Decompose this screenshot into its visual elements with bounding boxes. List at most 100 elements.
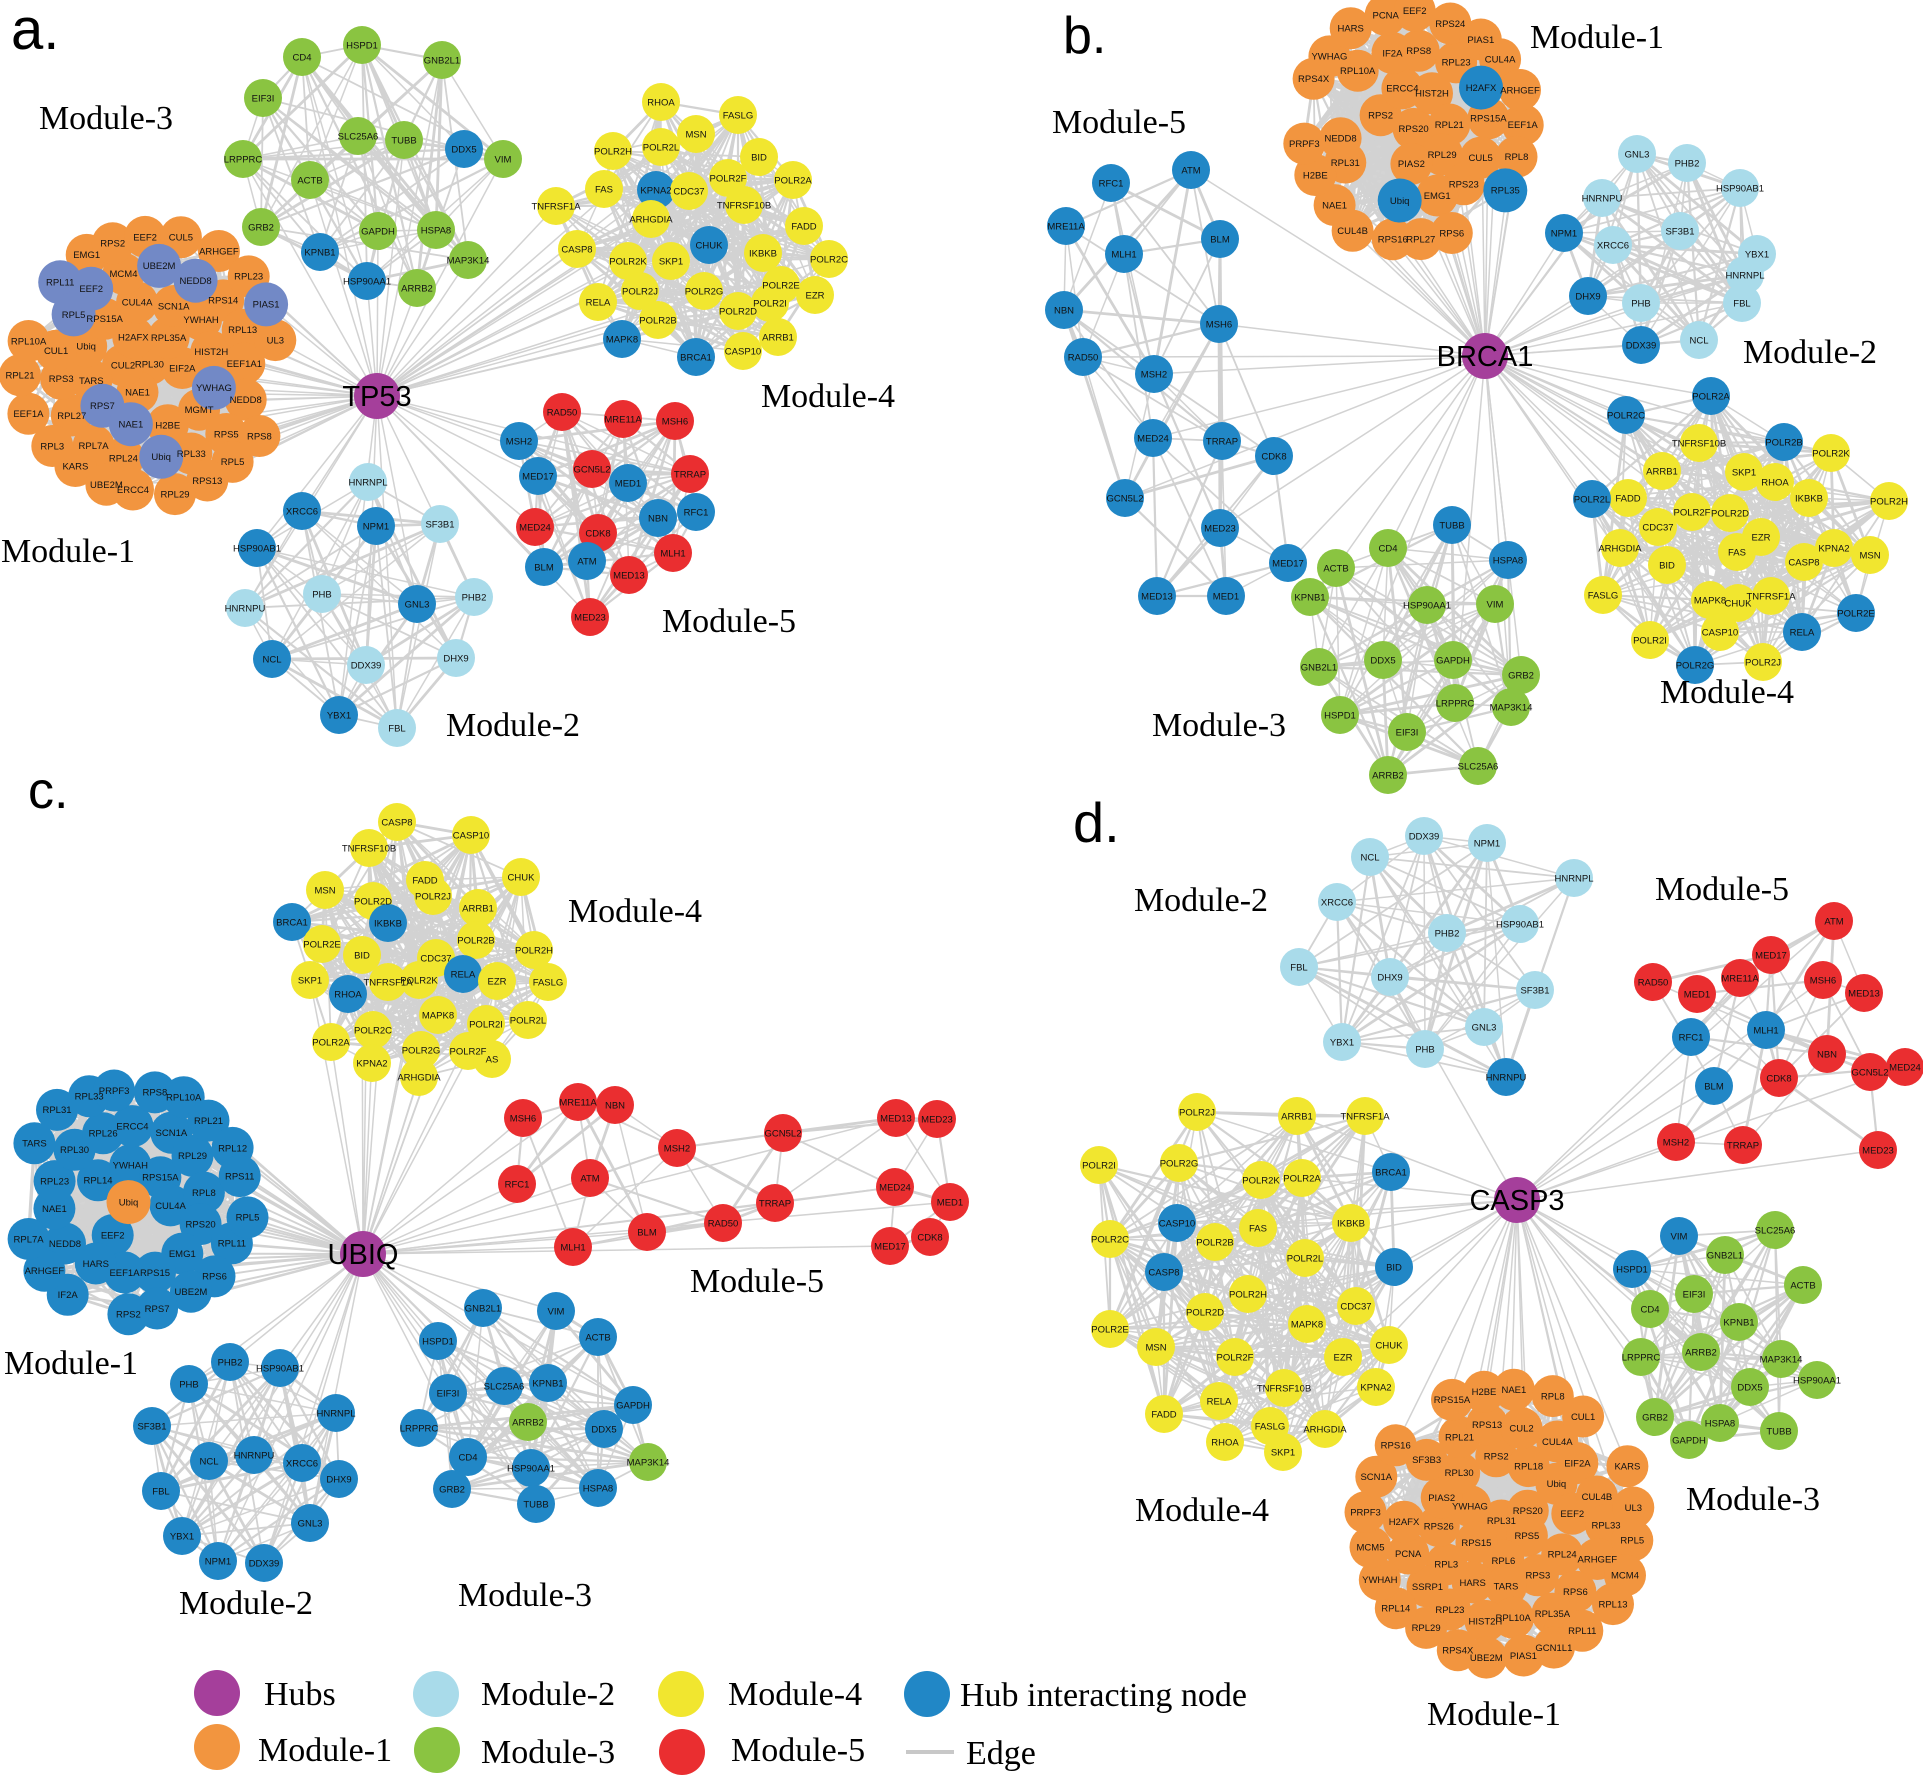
svg-text:GNB2L1: GNB2L1 bbox=[1301, 662, 1337, 673]
svg-text:Module-5: Module-5 bbox=[731, 1732, 865, 1769]
svg-text:DDX39: DDX39 bbox=[351, 660, 382, 671]
svg-text:b.: b. bbox=[1063, 7, 1106, 65]
svg-text:EMG1: EMG1 bbox=[169, 1249, 196, 1260]
svg-text:KPNB1: KPNB1 bbox=[1294, 592, 1325, 603]
svg-text:RPL30: RPL30 bbox=[60, 1145, 89, 1156]
svg-text:GAPDH: GAPDH bbox=[1436, 655, 1470, 666]
svg-text:GRB2: GRB2 bbox=[439, 1484, 465, 1495]
svg-text:ARHGEF: ARHGEF bbox=[199, 246, 239, 257]
svg-text:POLR2B: POLR2B bbox=[1196, 1237, 1234, 1248]
svg-text:MSH6: MSH6 bbox=[1206, 319, 1232, 330]
svg-text:MED17: MED17 bbox=[1272, 558, 1304, 569]
svg-text:POLR2E: POLR2E bbox=[303, 939, 341, 950]
svg-text:POLR2K: POLR2K bbox=[1812, 448, 1850, 459]
svg-text:SF3B1: SF3B1 bbox=[137, 1421, 166, 1432]
svg-text:HNRNPL: HNRNPL bbox=[1554, 873, 1593, 884]
svg-text:RPL29: RPL29 bbox=[178, 1151, 207, 1162]
svg-text:RPL33: RPL33 bbox=[1591, 1521, 1620, 1532]
svg-text:CHUK: CHUK bbox=[508, 872, 536, 883]
svg-text:POLR2F: POLR2F bbox=[710, 173, 747, 184]
svg-text:MCM4: MCM4 bbox=[1611, 1571, 1639, 1582]
svg-text:PRPF3: PRPF3 bbox=[1350, 1507, 1381, 1518]
svg-text:ERCC4: ERCC4 bbox=[116, 1121, 148, 1132]
svg-text:RPS20: RPS20 bbox=[186, 1220, 216, 1231]
svg-text:SKP1: SKP1 bbox=[659, 256, 683, 267]
svg-text:POLR2I: POLR2I bbox=[469, 1019, 503, 1030]
svg-text:SKP1: SKP1 bbox=[298, 975, 322, 986]
svg-text:CHUK: CHUK bbox=[1376, 1340, 1404, 1351]
svg-text:RPL24: RPL24 bbox=[109, 453, 138, 464]
svg-text:PIAS2: PIAS2 bbox=[1428, 1493, 1455, 1504]
svg-text:NEDD8: NEDD8 bbox=[1324, 134, 1356, 145]
svg-text:EIF2A: EIF2A bbox=[1564, 1458, 1591, 1469]
svg-text:POLR2E: POLR2E bbox=[1091, 1324, 1129, 1335]
svg-text:MRE11A: MRE11A bbox=[604, 414, 642, 425]
svg-text:NAE1: NAE1 bbox=[42, 1204, 67, 1215]
svg-text:KPNA2: KPNA2 bbox=[640, 185, 671, 196]
svg-text:RPL13: RPL13 bbox=[1598, 1599, 1627, 1610]
svg-text:NAE1: NAE1 bbox=[1501, 1385, 1526, 1396]
svg-text:POLR2B: POLR2B bbox=[1765, 437, 1803, 448]
svg-text:RPL7A: RPL7A bbox=[14, 1234, 45, 1245]
svg-text:POLR2L: POLR2L bbox=[1574, 494, 1610, 505]
svg-text:GCN5L2: GCN5L2 bbox=[1107, 493, 1144, 504]
svg-text:ARRB2: ARRB2 bbox=[512, 1417, 544, 1428]
svg-text:FAS: FAS bbox=[595, 184, 613, 195]
svg-text:PIAS2: PIAS2 bbox=[1398, 159, 1425, 170]
svg-text:RPS6: RPS6 bbox=[202, 1272, 227, 1283]
svg-text:Module-2: Module-2 bbox=[179, 1585, 313, 1622]
svg-text:RPL14: RPL14 bbox=[83, 1176, 112, 1187]
svg-text:RPS15: RPS15 bbox=[1461, 1538, 1491, 1549]
svg-text:HSPD1: HSPD1 bbox=[422, 1336, 454, 1347]
svg-text:POLR2J: POLR2J bbox=[415, 891, 451, 902]
svg-text:EZR: EZR bbox=[1752, 532, 1771, 543]
svg-text:YBX1: YBX1 bbox=[327, 710, 351, 721]
svg-text:POLR2B: POLR2B bbox=[639, 315, 677, 326]
svg-text:HARS: HARS bbox=[83, 1259, 109, 1270]
svg-text:ARHGDIA: ARHGDIA bbox=[1598, 543, 1642, 554]
svg-text:CDK8: CDK8 bbox=[1261, 451, 1286, 462]
svg-text:CDC37: CDC37 bbox=[420, 953, 451, 964]
svg-text:VIM: VIM bbox=[548, 1306, 565, 1317]
svg-text:RPS6: RPS6 bbox=[1439, 228, 1464, 239]
svg-text:EIF3I: EIF3I bbox=[1396, 727, 1419, 738]
svg-text:CUL4A: CUL4A bbox=[155, 1201, 186, 1212]
svg-text:RPL8: RPL8 bbox=[1505, 152, 1529, 163]
svg-text:POLR2E: POLR2E bbox=[762, 280, 800, 291]
svg-text:BID: BID bbox=[1659, 560, 1675, 571]
svg-text:POLR2H: POLR2H bbox=[1229, 1289, 1267, 1300]
svg-text:RPS23: RPS23 bbox=[1449, 180, 1479, 191]
svg-text:POLR2F: POLR2F bbox=[1674, 507, 1711, 518]
svg-text:MAP3K14: MAP3K14 bbox=[627, 1457, 670, 1468]
svg-text:POLR2H: POLR2H bbox=[594, 146, 632, 157]
svg-text:RHOA: RHOA bbox=[1211, 1437, 1239, 1448]
svg-text:GNB2L1: GNB2L1 bbox=[1707, 1250, 1743, 1261]
svg-text:EMG1: EMG1 bbox=[73, 250, 100, 261]
svg-text:NCL: NCL bbox=[1689, 335, 1708, 346]
svg-text:ATM: ATM bbox=[577, 556, 596, 567]
svg-text:MRE11A: MRE11A bbox=[1047, 221, 1085, 232]
svg-text:RPS13: RPS13 bbox=[1472, 1420, 1502, 1431]
svg-text:RPL18: RPL18 bbox=[1514, 1461, 1543, 1472]
svg-text:GRB2: GRB2 bbox=[1508, 670, 1534, 681]
svg-text:EMG1: EMG1 bbox=[1424, 191, 1451, 202]
svg-text:MED24: MED24 bbox=[519, 522, 551, 533]
svg-text:Module-4: Module-4 bbox=[1135, 1492, 1269, 1529]
svg-text:RPS6: RPS6 bbox=[1563, 1587, 1588, 1598]
svg-text:EIF3I: EIF3I bbox=[1683, 1289, 1706, 1300]
svg-text:KPNA2: KPNA2 bbox=[356, 1058, 387, 1069]
svg-text:CUL5: CUL5 bbox=[169, 233, 193, 244]
svg-text:Module-5: Module-5 bbox=[662, 603, 796, 640]
svg-text:MAPK8: MAPK8 bbox=[1291, 1319, 1323, 1330]
svg-text:POLR2G: POLR2G bbox=[1676, 660, 1715, 671]
svg-text:SSRP1: SSRP1 bbox=[1412, 1582, 1443, 1593]
svg-text:NPM1: NPM1 bbox=[1474, 838, 1500, 849]
svg-text:Module-2: Module-2 bbox=[1743, 334, 1877, 371]
svg-text:MSH2: MSH2 bbox=[664, 1143, 690, 1154]
svg-text:DDX39: DDX39 bbox=[1626, 340, 1657, 351]
svg-text:HNRNPL: HNRNPL bbox=[316, 1408, 355, 1419]
svg-text:NBN: NBN bbox=[1054, 305, 1074, 316]
svg-text:POLR2G: POLR2G bbox=[685, 286, 724, 297]
svg-text:HSP90AA1: HSP90AA1 bbox=[1793, 1375, 1841, 1386]
svg-text:ERCC4: ERCC4 bbox=[117, 485, 149, 496]
